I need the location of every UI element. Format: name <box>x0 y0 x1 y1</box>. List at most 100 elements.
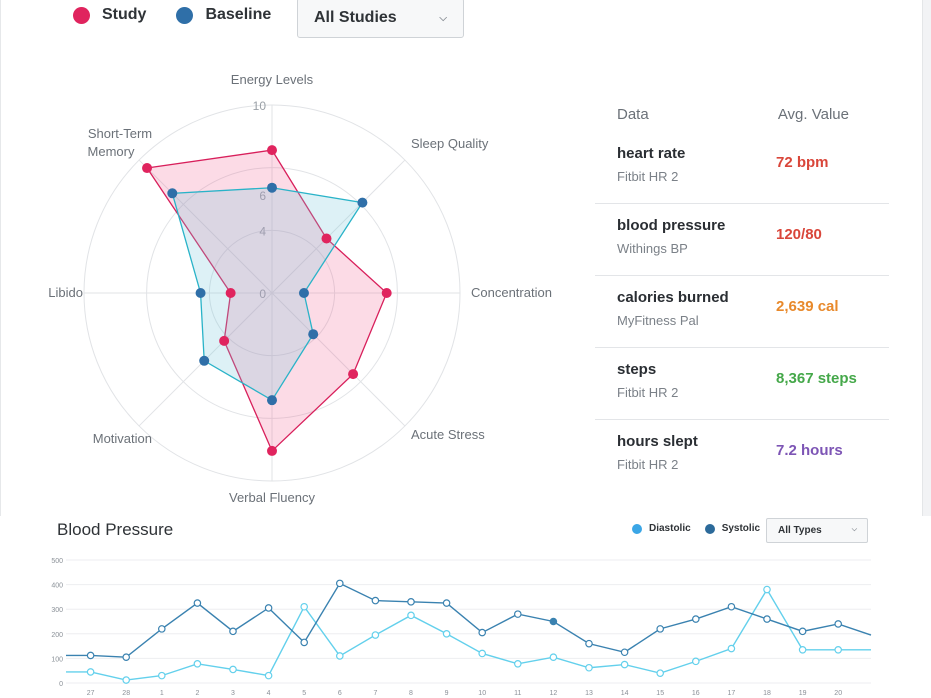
header-data: Data <box>617 106 649 123</box>
bp-point-diastolic[interactable] <box>335 652 344 660</box>
bp-point-systolic[interactable] <box>442 599 451 607</box>
bp-point-diastolic[interactable] <box>158 671 166 680</box>
metric-source: Fitbit HR 2 <box>617 169 679 184</box>
legend-study[interactable]: Study <box>73 6 146 24</box>
table-row[interactable]: hours slept Fitbit HR 2 7.2 hours <box>595 420 889 492</box>
metric-source: Fitbit HR 2 <box>617 385 679 400</box>
radar-point-baseline[interactable] <box>357 197 368 208</box>
bp-point-systolic[interactable] <box>620 648 629 657</box>
radar-point-study[interactable] <box>267 445 277 456</box>
bp-point-diastolic[interactable] <box>620 660 629 669</box>
bp-point-systolic[interactable] <box>335 579 344 588</box>
bp-point-systolic[interactable] <box>193 599 202 607</box>
bp-y-tick: 200 <box>51 632 63 639</box>
radar-point-baseline[interactable] <box>167 188 178 199</box>
bp-point-diastolic[interactable] <box>193 660 202 668</box>
radar-point-baseline[interactable] <box>195 288 206 298</box>
bp-point-systolic[interactable] <box>763 615 771 623</box>
bp-point-diastolic[interactable] <box>229 665 237 674</box>
bp-point-diastolic[interactable] <box>549 653 558 661</box>
radar-point-baseline[interactable] <box>308 329 319 340</box>
radar-point-study[interactable] <box>321 233 332 244</box>
bp-type-select[interactable]: All Types ⌵ <box>766 518 868 543</box>
bp-x-tick: 12 <box>550 690 558 697</box>
radar-point-study[interactable] <box>225 288 236 298</box>
bp-point-diastolic[interactable] <box>478 649 487 658</box>
bp-x-tick: 17 <box>728 690 736 697</box>
metric-value: 7.2 hours <box>776 442 843 459</box>
bp-point-systolic[interactable] <box>513 610 522 618</box>
study-dot-icon <box>73 6 90 24</box>
bp-legend-diastolic[interactable]: Diastolic <box>632 523 691 534</box>
bp-point-systolic[interactable] <box>549 617 558 626</box>
table-header: Data Avg. Value <box>595 98 889 132</box>
bp-point-systolic[interactable] <box>264 604 273 612</box>
bp-y-tick: 400 <box>51 583 63 590</box>
diastolic-dot-icon <box>632 523 642 534</box>
bp-point-diastolic[interactable] <box>442 630 451 638</box>
studies-select-value: All Studies <box>314 9 397 26</box>
bp-point-diastolic[interactable] <box>834 645 843 654</box>
bp-x-tick: 1 <box>160 690 164 697</box>
radar-point-baseline[interactable] <box>298 288 309 298</box>
radar-axis-label: Sleep Quality <box>411 136 489 151</box>
bp-point-systolic[interactable] <box>585 639 593 648</box>
radar-legend: Study Baseline <box>73 6 301 24</box>
bp-x-tick: 16 <box>692 690 700 697</box>
bp-point-systolic[interactable] <box>798 627 807 636</box>
bp-x-tick: 13 <box>585 690 593 697</box>
bp-point-systolic[interactable] <box>727 602 736 611</box>
bp-y-tick: 500 <box>51 558 63 565</box>
bp-point-systolic[interactable] <box>656 625 665 633</box>
table-row[interactable]: heart rate Fitbit HR 2 72 bpm <box>595 132 889 204</box>
bp-x-tick: 10 <box>478 690 486 697</box>
radar-point-baseline[interactable] <box>199 355 210 366</box>
legend-baseline[interactable]: Baseline <box>176 6 271 24</box>
bp-point-diastolic[interactable] <box>691 657 700 666</box>
table-row[interactable]: calories burned MyFitness Pal 2,639 cal <box>595 276 889 348</box>
bp-point-diastolic[interactable] <box>585 663 593 672</box>
radar-spoke <box>271 292 406 427</box>
bp-point-systolic[interactable] <box>158 625 166 633</box>
radar-point-baseline[interactable] <box>267 395 277 406</box>
metric-name: calories burned <box>617 289 729 306</box>
bp-x-tick: 11 <box>514 690 521 697</box>
radar-point-study[interactable] <box>142 163 153 174</box>
bp-point-systolic[interactable] <box>834 620 843 628</box>
bp-point-systolic[interactable] <box>229 627 237 636</box>
bp-point-systolic[interactable] <box>407 598 415 606</box>
bp-point-systolic[interactable] <box>371 596 380 605</box>
baseline-dot-icon <box>176 6 194 24</box>
bp-point-systolic[interactable] <box>86 651 95 660</box>
radar-point-study[interactable] <box>267 145 277 156</box>
radar-axis-label: Motivation <box>93 431 152 446</box>
bp-point-diastolic[interactable] <box>86 668 95 676</box>
metric-name: steps <box>617 361 657 378</box>
table-row[interactable]: blood pressure Withings BP 120/80 <box>595 204 889 276</box>
bp-point-systolic[interactable] <box>122 653 131 661</box>
bp-point-diastolic[interactable] <box>264 671 273 680</box>
bp-point-diastolic[interactable] <box>727 644 736 653</box>
scrollbar-track[interactable] <box>922 0 931 516</box>
bp-point-diastolic[interactable] <box>656 669 665 677</box>
radar-point-baseline[interactable] <box>267 182 277 193</box>
bp-point-diastolic[interactable] <box>798 645 807 654</box>
radar-point-study[interactable] <box>219 335 230 346</box>
bp-point-diastolic[interactable] <box>407 611 415 620</box>
radar-tick-label: 4 <box>259 224 266 238</box>
bp-point-systolic[interactable] <box>478 628 487 637</box>
radar-point-study[interactable] <box>381 288 392 298</box>
bp-point-diastolic[interactable] <box>763 585 771 594</box>
bp-point-diastolic[interactable] <box>371 631 380 639</box>
table-row[interactable]: steps Fitbit HR 2 8,367 steps <box>595 348 889 420</box>
bp-point-systolic[interactable] <box>300 638 309 647</box>
bp-x-tick: 6 <box>338 690 342 697</box>
bp-point-diastolic[interactable] <box>300 602 309 611</box>
bp-x-tick: 18 <box>763 690 771 697</box>
bp-point-systolic[interactable] <box>691 615 700 623</box>
bp-legend-systolic[interactable]: Systolic <box>704 523 760 534</box>
studies-select[interactable]: All Studies ⌵ <box>297 0 464 38</box>
radar-point-study[interactable] <box>348 369 359 380</box>
bp-point-diastolic[interactable] <box>122 676 131 684</box>
bp-point-diastolic[interactable] <box>513 660 522 668</box>
